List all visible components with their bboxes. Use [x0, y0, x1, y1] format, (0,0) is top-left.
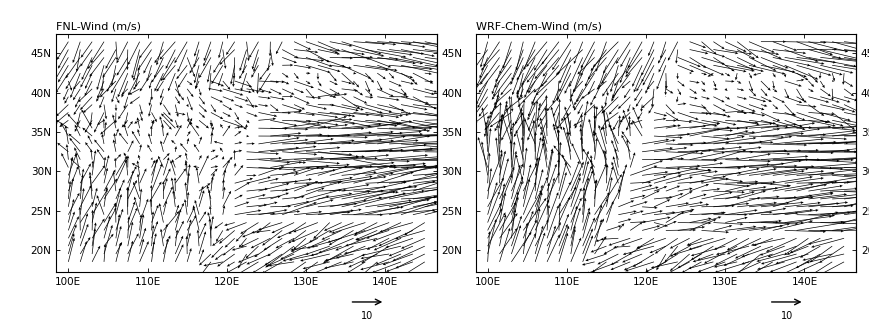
- Text: WRF-Chem-Wind (m/s): WRF-Chem-Wind (m/s): [476, 22, 601, 32]
- Text: 10: 10: [362, 311, 374, 321]
- Text: 10: 10: [780, 311, 793, 321]
- Text: FNL-Wind (m/s): FNL-Wind (m/s): [56, 22, 142, 32]
